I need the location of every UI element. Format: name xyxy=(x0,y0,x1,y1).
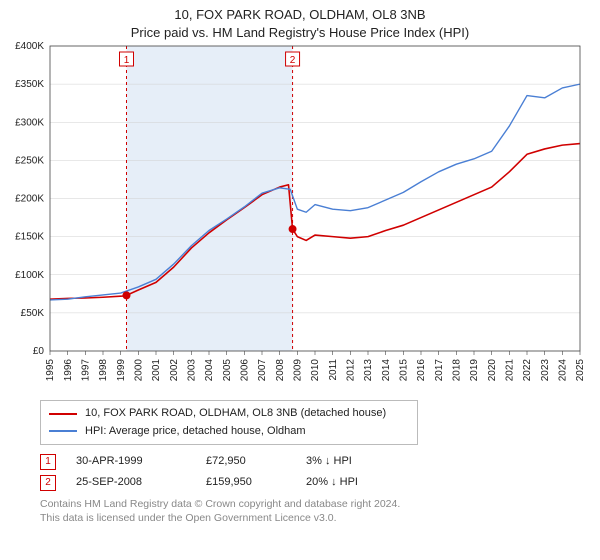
marker-table: 1 30-APR-1999 £72,950 3% ↓ HPI 2 25-SEP-… xyxy=(40,451,600,493)
svg-text:2010: 2010 xyxy=(310,359,321,382)
svg-text:2: 2 xyxy=(290,55,296,66)
svg-text:2000: 2000 xyxy=(134,359,145,382)
svg-text:2011: 2011 xyxy=(328,359,339,381)
svg-text:2024: 2024 xyxy=(558,359,569,382)
svg-text:1996: 1996 xyxy=(63,359,74,382)
svg-text:2002: 2002 xyxy=(169,359,180,382)
svg-text:2021: 2021 xyxy=(505,359,516,382)
marker-date: 25-SEP-2008 xyxy=(76,472,186,493)
svg-text:2019: 2019 xyxy=(469,359,480,382)
svg-text:1995: 1995 xyxy=(45,359,56,382)
svg-text:£300K: £300K xyxy=(15,117,44,128)
svg-text:2017: 2017 xyxy=(434,359,445,382)
svg-text:£0: £0 xyxy=(33,346,45,357)
svg-text:2023: 2023 xyxy=(540,359,551,382)
legend-label: 10, FOX PARK ROAD, OLDHAM, OL8 3NB (deta… xyxy=(85,405,386,423)
svg-text:1: 1 xyxy=(124,55,130,66)
title-block: 10, FOX PARK ROAD, OLDHAM, OL8 3NB Price… xyxy=(0,0,600,41)
svg-text:2001: 2001 xyxy=(151,359,162,382)
title-subtitle: Price paid vs. HM Land Registry's House … xyxy=(0,24,600,42)
svg-text:2006: 2006 xyxy=(240,359,251,382)
legend-item-price-paid: 10, FOX PARK ROAD, OLDHAM, OL8 3NB (deta… xyxy=(49,405,409,423)
svg-text:£150K: £150K xyxy=(15,232,44,243)
svg-text:2012: 2012 xyxy=(346,359,357,382)
svg-text:2008: 2008 xyxy=(275,359,286,382)
chart-svg: £0 £50K £100K £150K £200K £250K £300K £350K £400… xyxy=(0,41,600,396)
svg-text:2022: 2022 xyxy=(522,359,533,382)
svg-text:1997: 1997 xyxy=(81,359,92,382)
marker-badge-icon: 2 xyxy=(40,475,56,491)
svg-text:2003: 2003 xyxy=(187,359,198,382)
title-address: 10, FOX PARK ROAD, OLDHAM, OL8 3NB xyxy=(0,6,600,24)
marker-badge-icon: 1 xyxy=(40,454,56,470)
credit: Contains HM Land Registry data © Crown c… xyxy=(40,497,600,525)
legend: 10, FOX PARK ROAD, OLDHAM, OL8 3NB (deta… xyxy=(40,400,418,445)
svg-text:2016: 2016 xyxy=(416,359,427,382)
credit-line: This data is licensed under the Open Gov… xyxy=(40,511,600,525)
svg-text:2007: 2007 xyxy=(257,359,268,382)
svg-text:2004: 2004 xyxy=(204,359,215,382)
svg-text:£400K: £400K xyxy=(15,41,44,52)
svg-text:£200K: £200K xyxy=(15,194,44,205)
marker-price: £159,950 xyxy=(206,472,286,493)
legend-label: HPI: Average price, detached house, Oldh… xyxy=(85,423,306,441)
svg-text:2018: 2018 xyxy=(452,359,463,382)
svg-text:2013: 2013 xyxy=(363,359,374,382)
legend-swatch xyxy=(49,430,77,432)
svg-text:£250K: £250K xyxy=(15,155,44,166)
marker-delta: 20% ↓ HPI xyxy=(306,472,358,493)
svg-text:2025: 2025 xyxy=(575,359,586,382)
svg-text:2014: 2014 xyxy=(381,359,392,382)
svg-text:2005: 2005 xyxy=(222,359,233,382)
legend-swatch xyxy=(49,413,77,415)
svg-text:1998: 1998 xyxy=(98,359,109,382)
svg-text:£100K: £100K xyxy=(15,270,44,281)
svg-text:2015: 2015 xyxy=(399,359,410,382)
chart: £0 £50K £100K £150K £200K £250K £300K £350K £400… xyxy=(0,41,600,396)
legend-item-hpi: HPI: Average price, detached house, Oldh… xyxy=(49,423,409,441)
svg-text:£50K: £50K xyxy=(21,308,45,319)
marker-date: 30-APR-1999 xyxy=(76,451,186,472)
svg-text:£350K: £350K xyxy=(15,79,44,90)
marker-row: 2 25-SEP-2008 £159,950 20% ↓ HPI xyxy=(40,472,600,493)
svg-text:2020: 2020 xyxy=(487,359,498,382)
svg-text:1999: 1999 xyxy=(116,359,127,382)
marker-price: £72,950 xyxy=(206,451,286,472)
svg-text:2009: 2009 xyxy=(293,359,304,382)
marker-row: 1 30-APR-1999 £72,950 3% ↓ HPI xyxy=(40,451,600,472)
credit-line: Contains HM Land Registry data © Crown c… xyxy=(40,497,600,511)
marker-delta: 3% ↓ HPI xyxy=(306,451,352,472)
